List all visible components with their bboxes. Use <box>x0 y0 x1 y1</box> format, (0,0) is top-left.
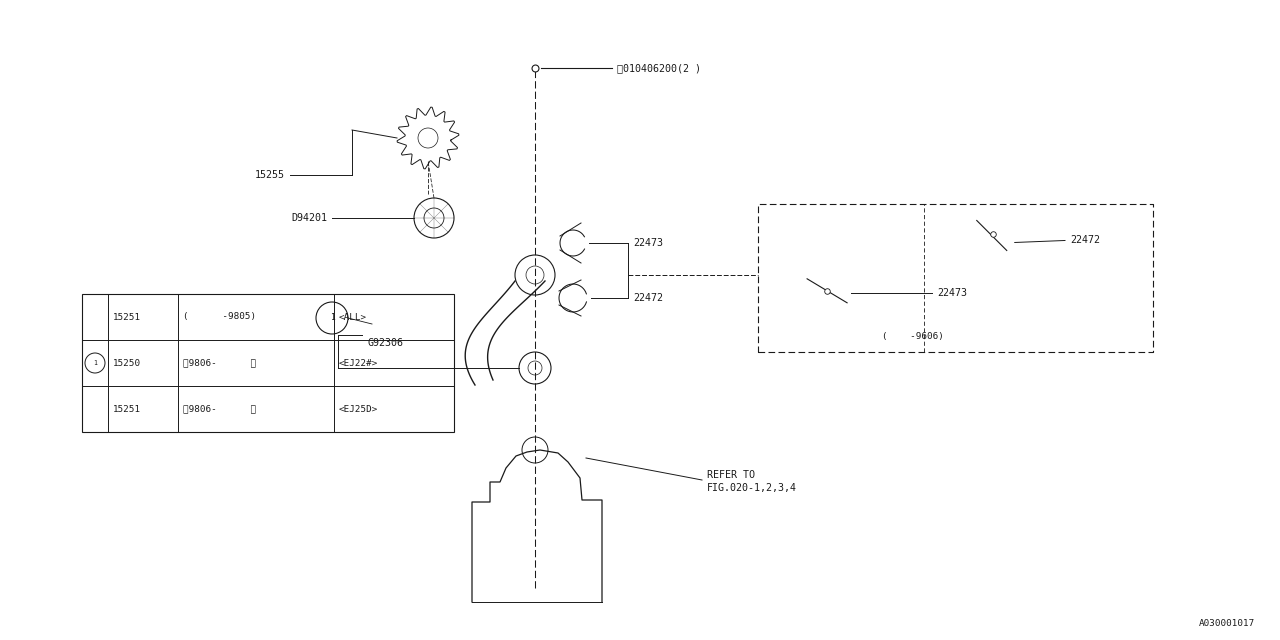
Text: 1: 1 <box>93 360 97 366</box>
Text: 〈9806-      〉: 〈9806- 〉 <box>183 358 256 367</box>
Text: G92306: G92306 <box>367 338 403 348</box>
Text: <ALL>: <ALL> <box>339 312 367 321</box>
Text: 15250: 15250 <box>113 358 141 367</box>
Text: <EJ22#>: <EJ22#> <box>339 358 379 367</box>
Text: 22473: 22473 <box>634 238 663 248</box>
Text: 1: 1 <box>330 314 334 323</box>
Text: 15251: 15251 <box>113 404 141 413</box>
Text: 22472: 22472 <box>634 293 663 303</box>
Text: REFER TO: REFER TO <box>707 470 755 480</box>
Text: 〈9806-      〉: 〈9806- 〉 <box>183 404 256 413</box>
Text: D94201: D94201 <box>291 213 326 223</box>
Text: (    -9606): ( -9606) <box>882 332 943 340</box>
Text: FIG.020-1,2,3,4: FIG.020-1,2,3,4 <box>707 483 797 493</box>
Text: A030001017: A030001017 <box>1199 619 1254 628</box>
Bar <box>82 294 454 432</box>
Text: 15255: 15255 <box>255 170 285 180</box>
Text: 15251: 15251 <box>113 312 141 321</box>
Text: 22473: 22473 <box>937 288 966 298</box>
Text: <EJ25D>: <EJ25D> <box>339 404 379 413</box>
Text: 22472: 22472 <box>1070 236 1100 246</box>
Text: Ⓑ010406200(2 ): Ⓑ010406200(2 ) <box>617 63 701 73</box>
Text: (      -9805): ( -9805) <box>183 312 256 321</box>
